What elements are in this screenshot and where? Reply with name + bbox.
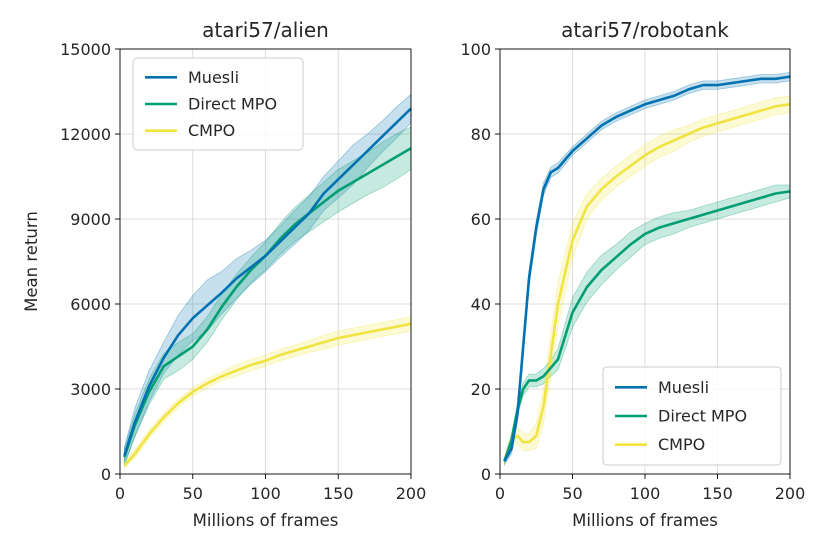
- y-tick-label: 100: [460, 40, 491, 59]
- legend-label: Direct MPO: [658, 407, 747, 426]
- y-axis-label: Mean return: [22, 211, 41, 312]
- y-tick-label: 3000: [70, 380, 111, 399]
- y-tick-label: 15000: [60, 40, 111, 59]
- chart-title: atari57/alien: [202, 18, 329, 42]
- chart-panel-alien: 0 50 100 150 200 0 3000 6000 9000 12000 15000 atari…: [22, 18, 426, 530]
- x-tick-label: 200: [396, 484, 427, 503]
- y-tick-label: 40: [471, 295, 491, 314]
- legend-box: [132, 57, 304, 151]
- x-tick-label: 150: [702, 484, 733, 503]
- y-tick-label: 0: [481, 465, 491, 484]
- chart-panel-robotank: 0 50 100 150 200 0 20 40 60 80 100 atari57/robotank…: [460, 18, 805, 530]
- legend-label: Direct MPO: [188, 95, 277, 114]
- x-axis-label: Millions of frames: [572, 511, 718, 530]
- series-line-cmpo: [503, 103, 791, 462]
- chart-title: atari57/robotank: [561, 18, 729, 42]
- y-tick-label: 6000: [70, 295, 111, 314]
- x-tick-label: 150: [323, 484, 354, 503]
- y-tick-label: 12000: [60, 125, 111, 144]
- x-tick-label: 100: [630, 484, 661, 503]
- legend-label: Muesli: [188, 68, 239, 87]
- series-line-muesli: [123, 107, 412, 456]
- y-tick-label: 20: [471, 380, 491, 399]
- x-axis-label: Millions of frames: [193, 511, 339, 530]
- y-tick-label: 9000: [70, 210, 111, 229]
- x-tick-label: 50: [562, 484, 582, 503]
- x-tick-label: 0: [115, 484, 125, 503]
- x-tick-label: 100: [250, 484, 281, 503]
- legend-label: CMPO: [658, 435, 705, 454]
- x-tick-label: 50: [183, 484, 203, 503]
- x-tick-label: 200: [775, 484, 806, 503]
- legend: Muesli Direct MPO CMPO: [602, 366, 782, 466]
- legend-label: Muesli: [658, 378, 709, 397]
- y-tick-label: 0: [101, 465, 111, 484]
- legend-box: [602, 366, 782, 466]
- series-line-cmpo: [123, 322, 412, 467]
- legend-label: CMPO: [188, 121, 235, 140]
- series-line-muesli: [503, 75, 791, 462]
- y-tick-label: 60: [471, 210, 491, 229]
- y-tick-label: 80: [471, 125, 491, 144]
- series-line-direct-mpo: [503, 190, 791, 462]
- x-tick-label: 0: [495, 484, 505, 503]
- legend: Muesli Direct MPO CMPO: [132, 57, 304, 151]
